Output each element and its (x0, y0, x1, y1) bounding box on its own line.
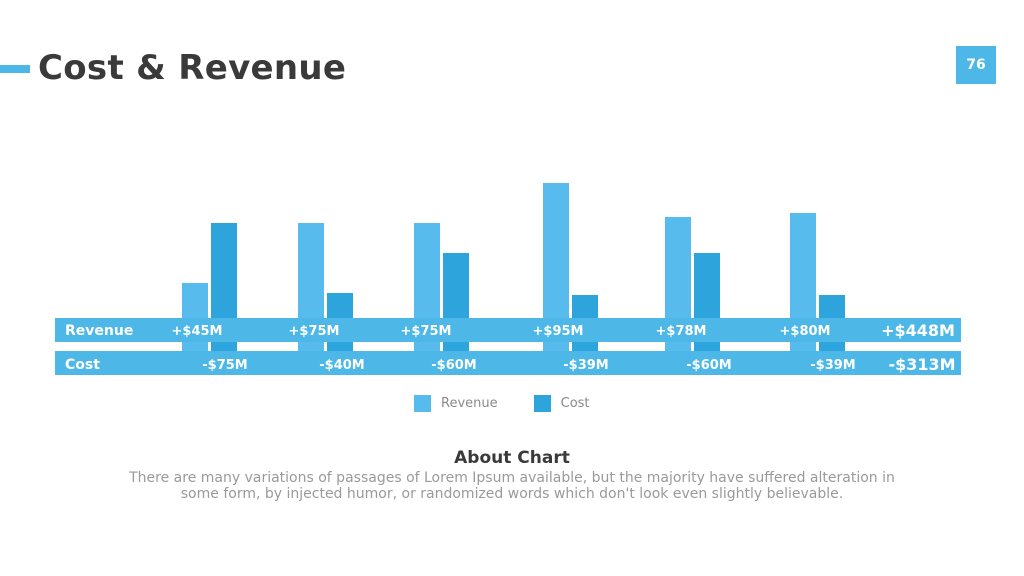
cost-data-label: -$39M (563, 358, 608, 373)
revenue-data-label: +$75M (401, 324, 452, 339)
revenue-data-label: +$45M (172, 324, 223, 339)
page-title: Cost & Revenue (38, 48, 347, 88)
revenue-bar (298, 223, 324, 373)
revenue-bar (665, 217, 691, 373)
revenue-data-label: +$75M (289, 324, 340, 339)
cost-row-label: Cost (65, 357, 100, 373)
cost-total-label: -$313M (888, 355, 955, 374)
revenue-row-label: Revenue (65, 323, 133, 339)
legend-label-cost: Cost (560, 396, 590, 411)
cost-data-label: -$60M (686, 358, 731, 373)
revenue-row-band (55, 318, 961, 342)
legend-item-revenue: Revenue (414, 395, 498, 412)
cost-row-band (55, 351, 961, 375)
cost-bar (211, 223, 237, 373)
revenue-bar (414, 223, 440, 373)
title-accent-bar (0, 65, 30, 73)
revenue-data-label: +$78M (656, 324, 707, 339)
cost-data-label: -$40M (319, 358, 364, 373)
legend-swatch-revenue (414, 395, 431, 412)
about-chart-title: About Chart (454, 448, 570, 468)
cost-data-label: -$60M (431, 358, 476, 373)
revenue-data-label: +$80M (780, 324, 831, 339)
cost-data-label: -$39M (810, 358, 855, 373)
about-chart-body: There are many variations of passages of… (129, 470, 895, 502)
revenue-bar (543, 183, 569, 373)
page-number-badge: 76 (956, 46, 996, 84)
legend-swatch-cost (533, 395, 551, 412)
chart-legend: Revenue Cost (414, 395, 590, 412)
revenue-data-label: +$95M (533, 324, 584, 339)
revenue-bar (790, 213, 816, 373)
cost-data-label: -$75M (202, 358, 247, 373)
legend-item-cost: Cost (533, 395, 590, 412)
legend-label-revenue: Revenue (441, 396, 498, 411)
revenue-total-label: +$448M (881, 321, 955, 340)
